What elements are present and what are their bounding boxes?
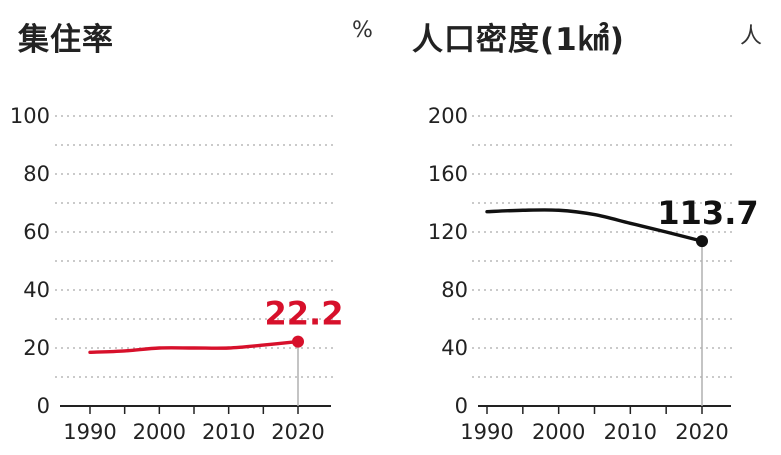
end-value-label: 113.7	[657, 194, 758, 232]
y-tick-label: 0	[37, 394, 50, 418]
x-tick-label: 2000	[133, 420, 186, 444]
chart-unit: 人	[740, 24, 763, 49]
chart-unit: %	[352, 18, 373, 43]
y-tick-label: 80	[441, 278, 468, 302]
chart-plot: 0 40 80 120 160 200 1990 2000 2010 2020 113.7	[428, 104, 759, 444]
x-tick-label: 2010	[202, 420, 255, 444]
end-point	[292, 335, 304, 348]
y-tick-label: 100	[10, 104, 50, 128]
x-tick-label: 2000	[532, 420, 585, 444]
y-tick-label: 120	[428, 220, 468, 244]
y-tick-label: 160	[428, 162, 468, 186]
chart-residential-rate: 集住率 % 0 20 40 60 80 100 1990 2000 2010 2020 22.2	[0, 0, 390, 455]
end-point	[696, 235, 708, 248]
chart-title: 集住率	[18, 22, 114, 58]
series-line	[485, 208, 704, 243]
chart-plot: 0 20 40 60 80 100 1990 2000 2010 2020 22.2	[10, 104, 344, 444]
end-value-label: 22.2	[265, 295, 344, 333]
y-tick-label: 60	[23, 220, 50, 244]
y-tick-label: 200	[428, 104, 468, 128]
x-tick-label: 2010	[604, 420, 657, 444]
series-line	[88, 339, 300, 355]
x-tick-label: 2020	[271, 420, 324, 444]
x-tick-label: 2020	[675, 420, 728, 444]
y-tick-label: 40	[23, 278, 50, 302]
y-tick-label: 0	[455, 394, 468, 418]
y-tick-label: 20	[23, 336, 50, 360]
y-tick-label: 80	[23, 162, 50, 186]
x-tick-label: 1990	[63, 420, 116, 444]
chart-title: 人口密度(1㎢)	[412, 22, 625, 58]
chart-population-density: 人口密度(1㎢) 人 0 40 80 120 160 200 1990 2000 2010 202…	[390, 0, 781, 455]
x-tick-label: 1990	[460, 420, 513, 444]
y-tick-label: 40	[441, 336, 468, 360]
